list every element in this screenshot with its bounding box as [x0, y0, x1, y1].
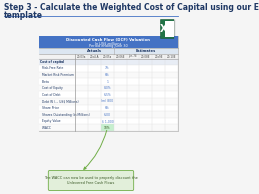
FancyBboxPatch shape — [39, 98, 178, 105]
Text: 10%: 10% — [104, 126, 111, 130]
Text: WACC: WACC — [40, 126, 51, 130]
Text: (m) 800: (m) 800 — [101, 99, 113, 103]
Text: Jun-7E: Jun-7E — [129, 55, 137, 59]
Text: Cost of Debt: Cost of Debt — [40, 93, 60, 97]
Text: 20-03a: 20-03a — [77, 55, 87, 59]
FancyBboxPatch shape — [39, 72, 178, 78]
FancyBboxPatch shape — [39, 59, 178, 65]
Text: Equity Value: Equity Value — [40, 119, 61, 123]
Text: Market Risk Premium: Market Risk Premium — [40, 73, 74, 77]
Text: Step 3 - Calculate the Weighted Cost of Capital using our Excel: Step 3 - Calculate the Weighted Cost of … — [4, 3, 259, 12]
Text: 20x4.A: 20x4.A — [90, 55, 99, 59]
FancyBboxPatch shape — [39, 36, 178, 131]
Text: 8.0%: 8.0% — [104, 86, 111, 90]
Text: In US$ millions: In US$ millions — [95, 42, 121, 46]
Text: template: template — [4, 11, 43, 20]
FancyBboxPatch shape — [48, 171, 134, 191]
Text: 7%: 7% — [105, 66, 110, 70]
FancyBboxPatch shape — [39, 91, 178, 98]
Text: 1: 1 — [106, 80, 108, 84]
Text: 6%: 6% — [105, 106, 110, 110]
FancyBboxPatch shape — [39, 48, 178, 54]
Text: Period ending June 30: Period ending June 30 — [89, 44, 128, 48]
FancyBboxPatch shape — [39, 65, 178, 72]
FancyBboxPatch shape — [101, 124, 114, 131]
Text: 6%: 6% — [105, 73, 110, 77]
Text: The WACC can now be used to properly discount the
Unlevered Free Cash Flows: The WACC can now be used to properly dis… — [44, 176, 138, 185]
FancyBboxPatch shape — [39, 54, 178, 59]
Text: 20-05a: 20-05a — [103, 55, 112, 59]
Text: $ 1,000: $ 1,000 — [102, 119, 113, 123]
Text: Cost of capital: Cost of capital — [40, 60, 64, 64]
FancyBboxPatch shape — [39, 85, 178, 91]
FancyBboxPatch shape — [39, 118, 178, 124]
Text: Debt W (.., US$ Millions): Debt W (.., US$ Millions) — [40, 99, 78, 103]
FancyBboxPatch shape — [39, 105, 178, 111]
Text: Share Price: Share Price — [40, 106, 59, 110]
FancyBboxPatch shape — [39, 111, 178, 118]
Text: 20-06E: 20-06E — [116, 55, 125, 59]
Text: Beta: Beta — [40, 80, 49, 84]
FancyBboxPatch shape — [161, 20, 175, 38]
FancyBboxPatch shape — [161, 20, 174, 38]
FancyBboxPatch shape — [39, 36, 178, 48]
Text: 20-10E: 20-10E — [167, 55, 176, 59]
Text: 6.5%: 6.5% — [104, 93, 111, 97]
Text: Shares Outstanding (in Millions): Shares Outstanding (in Millions) — [40, 113, 90, 117]
Text: 20x9E: 20x9E — [154, 55, 163, 59]
Text: Cost of Equity: Cost of Equity — [40, 86, 63, 90]
Text: Risk-Free Rate: Risk-Free Rate — [40, 66, 63, 70]
FancyBboxPatch shape — [39, 124, 178, 131]
FancyBboxPatch shape — [39, 78, 178, 85]
Text: Actuals: Actuals — [87, 49, 102, 53]
Text: 20-08E: 20-08E — [141, 55, 150, 59]
FancyBboxPatch shape — [165, 21, 174, 37]
Text: X: X — [160, 24, 167, 34]
Text: 6.00: 6.00 — [104, 113, 111, 117]
Text: Estimates: Estimates — [136, 49, 156, 53]
Text: Discounted Cash Flow (DCF) Valuation: Discounted Cash Flow (DCF) Valuation — [66, 38, 150, 42]
